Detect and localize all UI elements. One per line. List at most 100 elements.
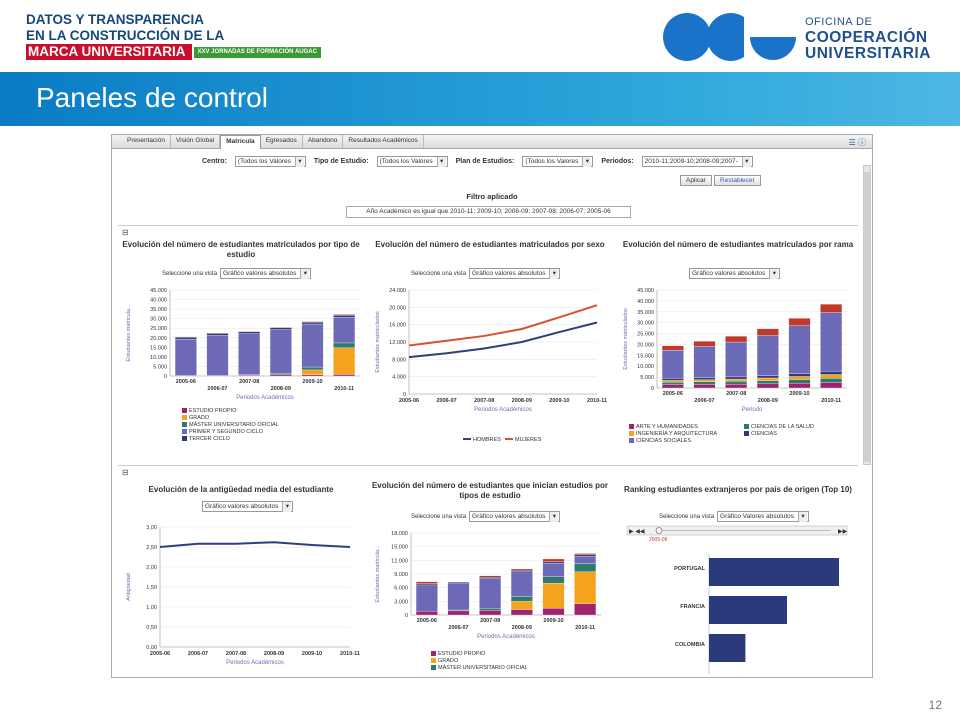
y-tick-label: 12.000 — [391, 558, 408, 564]
title-banner: Paneles de control — [0, 72, 960, 126]
bar-segment — [301, 374, 324, 377]
x-tick-label: 2005-06 — [663, 391, 683, 397]
view-select[interactable]: Gráfico valores absolutos — [220, 268, 312, 279]
ocu-logo-text: OFICINA DE COOPERACIÓN UNIVERSITARIA — [805, 14, 931, 62]
apply-button[interactable]: Aplicar — [680, 175, 712, 186]
y-tick-label: 0,00 — [146, 645, 157, 651]
collapse-icon[interactable]: ⊟ — [122, 468, 129, 477]
legend-item: CIENCIAS — [744, 431, 859, 438]
tab-vision-global[interactable]: Visión Global — [171, 135, 221, 148]
y-tick-label: 1,00 — [146, 605, 157, 611]
tab-egresados[interactable]: Egresados — [261, 135, 303, 148]
bar-segment — [174, 337, 197, 340]
x-axis-title: Periodos Académicos — [236, 395, 294, 401]
legend-label: GRADO — [189, 415, 210, 421]
bar-segment — [174, 338, 197, 376]
x-tick-label: 2007-08 — [474, 398, 494, 404]
series-line — [408, 304, 598, 347]
chart-inician: 18.000 15.000 12.000 9.000 6.000 3.000 0 Estudi… — [375, 531, 601, 640]
tab-resultados[interactable]: Resultados Académicos — [343, 135, 424, 148]
reset-button[interactable]: Restablecer — [714, 175, 761, 186]
x-tick-label: 2006-07 — [448, 625, 468, 631]
chart-ranking: ▶ ◀◀ ▶▶ 2005-06 PORTUGAL FRANCIA COLOMBIA — [626, 525, 848, 674]
bar-segment — [756, 375, 779, 379]
y-tick-label: 0 — [651, 386, 654, 392]
legend-item: INGENIERÍA Y ARQUITECTURA — [629, 431, 744, 438]
legend-rama: ARTE Y HUMANIDADES CIENCIAS DE LA SALUD IN… — [629, 424, 859, 445]
bar-segment — [574, 556, 597, 564]
legend-swatch — [182, 436, 187, 442]
x-tick-label: 2010-11 — [340, 651, 360, 657]
legend-swatch — [629, 431, 634, 437]
y-tick-label: 20.000 — [637, 342, 654, 348]
legend-swatch — [629, 438, 634, 444]
help-icon[interactable]: ☰ ⓘ — [848, 138, 866, 147]
x-tick-label: 2010-11 — [587, 398, 607, 404]
panel-title: Evolución del número de estudiantes matr… — [375, 240, 605, 249]
x-axis-title: Periodos Académicos — [226, 660, 284, 666]
x-tick-label: 2010-11 — [575, 625, 595, 631]
slider-handle — [655, 527, 663, 534]
bar-segment — [301, 321, 324, 325]
centro-select[interactable]: (Todos los Valores — [234, 156, 306, 167]
bar-segment — [788, 376, 811, 380]
panel-inician: Evolución del número de estudiantes que … — [369, 481, 611, 676]
bar-segment — [693, 346, 716, 378]
periodos-select[interactable]: 2010-11;2009-10;2008-09;2007- — [641, 156, 753, 167]
panel-title: Ranking estudiantes extranjeros por país… — [624, 485, 852, 494]
panel-title: Evolución del número de estudiantes que … — [371, 481, 609, 500]
slider-play-icon: ▶ ◀◀ — [629, 529, 645, 535]
x-tick-label: 2010-11 — [821, 398, 841, 404]
bar-segment — [693, 341, 716, 347]
view-select[interactable]: Gráfico valores absolutos — [202, 501, 294, 512]
view-select[interactable]: Gráfico valores absolutos — [469, 268, 561, 279]
view-selector: Gráfico valores absolutos — [202, 501, 294, 512]
scroll-thumb[interactable] — [864, 172, 870, 462]
y-tick-label: 20.000 — [150, 336, 167, 342]
y-tick-label: 30.000 — [150, 317, 167, 323]
collapse-icon[interactable]: ⊟ — [122, 228, 129, 237]
tab-abandono[interactable]: Abandono — [303, 135, 344, 148]
category-label: PORTUGAL — [674, 566, 706, 572]
view-select[interactable]: Gráfico valores absolutos — [689, 268, 781, 279]
bar-segment — [788, 373, 811, 377]
chart-rama: 45.000 40.000 35.000 30.000 25.000 20.000 15.0… — [623, 288, 847, 413]
legend-label: CIENCIAS — [751, 431, 777, 437]
bar-segment — [301, 321, 324, 323]
plan-select[interactable]: (Todos los Valores — [522, 156, 594, 167]
bar-segment — [820, 304, 843, 313]
panel-tipo-estudio: Evolución del número de estudiantes matr… — [120, 240, 362, 460]
view-select[interactable]: Gráfico valores absolutos — [469, 511, 561, 522]
bar-segment — [542, 582, 565, 609]
tab-matricula[interactable]: Matrícula — [220, 135, 261, 149]
chart-tipo-estudio: 45.000 40.000 35.000 30.000 25.000 20.000 15.0… — [126, 288, 360, 401]
legend-swatch — [182, 422, 187, 428]
chart-antiguedad: 3,00 2,50 2,00 1,50 1,00 0,50 0,00 Antigüedad 20… — [126, 525, 360, 666]
tab-presentacion[interactable]: Presentación — [122, 135, 171, 148]
bar-segment — [788, 383, 811, 389]
bar-segment — [479, 608, 502, 611]
ocu-logo-icon — [663, 12, 796, 61]
y-tick-label: 10.000 — [637, 364, 654, 370]
legend-swatch — [629, 424, 634, 430]
legend-label: CIENCIAS SOCIALES — [636, 438, 692, 444]
logo-line3: UNIVERSITARIA — [805, 45, 931, 62]
x-tick-label: 2005-06 — [399, 398, 419, 404]
y-tick-label: 2,00 — [146, 565, 157, 571]
tipo-select[interactable]: (Todos los Valores — [376, 156, 448, 167]
view-selector: Seleccione una vista Gráfico valores abs… — [162, 268, 312, 279]
event-title-line1: DATOS Y TRANSPARENCIA — [26, 12, 205, 27]
slider-label: 2005-06 — [649, 537, 668, 543]
vertical-scrollbar[interactable] — [863, 165, 871, 465]
bar-segment — [661, 384, 684, 389]
view-label: Seleccione una vista — [411, 270, 467, 277]
bar-segment — [415, 581, 438, 584]
bar-segment — [788, 325, 811, 374]
bar — [709, 634, 746, 662]
bar-segment — [301, 369, 324, 375]
bar-segment — [661, 381, 684, 385]
y-tick-label: 40.000 — [150, 298, 167, 304]
bar-segment — [510, 596, 533, 602]
view-select[interactable]: Gráfico Valores absolutos — [717, 511, 809, 522]
bar-segment — [333, 374, 356, 377]
